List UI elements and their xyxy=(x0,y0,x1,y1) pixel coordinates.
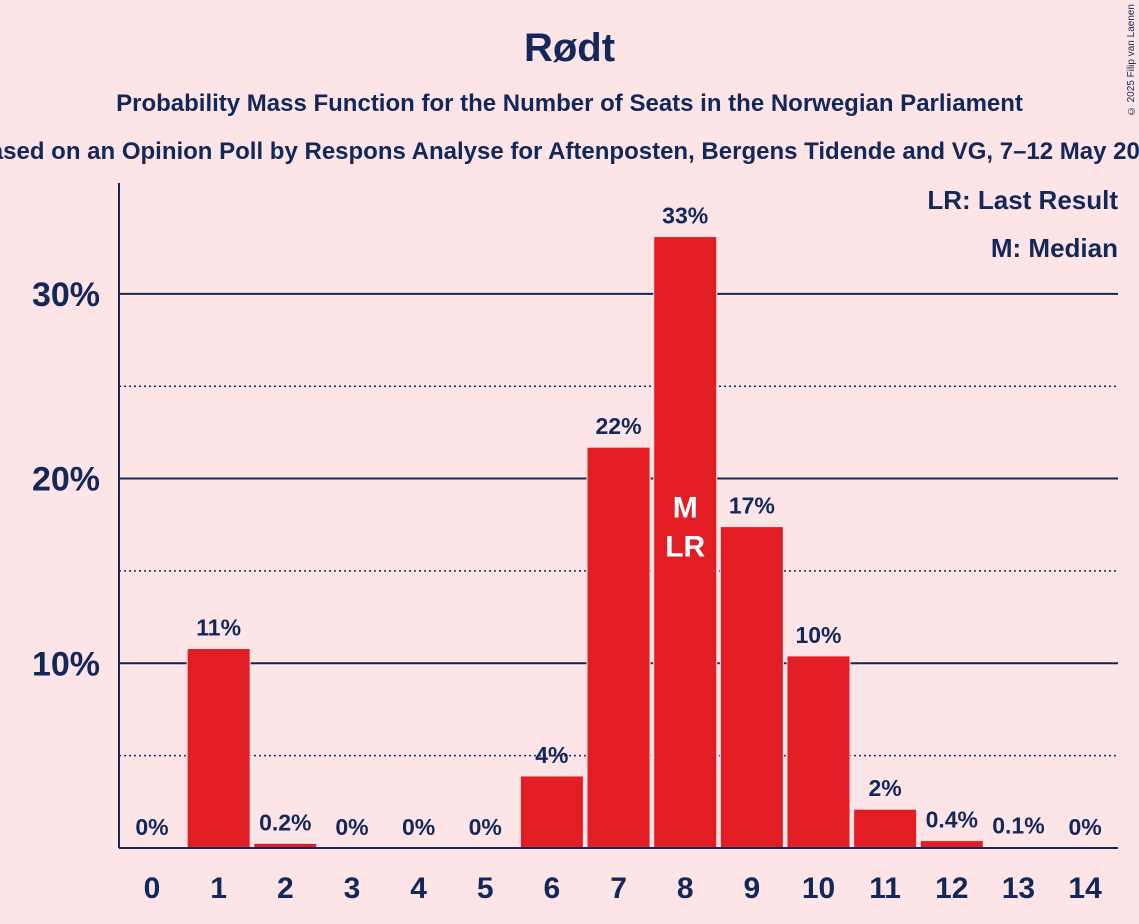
bar-8 xyxy=(653,236,718,849)
x-tick-2: 2 xyxy=(277,872,294,905)
chart-subtitle-source: Based on an Opinion Poll by Respons Anal… xyxy=(0,138,1139,165)
value-label-9: 17% xyxy=(729,493,775,519)
chart-subtitle: Probability Mass Function for the Number… xyxy=(116,90,1023,117)
value-label-14: 0% xyxy=(1068,814,1101,840)
gridlines xyxy=(119,292,1118,757)
x-tick-6: 6 xyxy=(544,872,561,905)
y-tick-30: 30% xyxy=(32,276,100,314)
chart-title: Rødt xyxy=(523,26,616,70)
value-label-12: 0.4% xyxy=(926,807,978,833)
bar-11 xyxy=(853,808,918,849)
x-tick-3: 3 xyxy=(344,872,361,905)
x-tick-13: 13 xyxy=(1002,872,1035,905)
bar-9 xyxy=(719,526,784,849)
axes: 10% 20% 30% xyxy=(32,183,1118,849)
y-tick-20: 20% xyxy=(32,461,100,499)
value-labels: 0% 0 11% 1 0.2% 2 0% 3 0% 4 0% 5 4% 6 22% 7 33% 8 17% 9 10% 1… xyxy=(135,203,1102,905)
bars xyxy=(186,236,1051,849)
x-tick-14: 14 xyxy=(1068,872,1102,905)
bar-12 xyxy=(919,840,984,849)
legend-last-result: LR: Last Result xyxy=(927,185,1118,215)
last-result-marker: LR xyxy=(665,531,705,564)
value-label-4: 0% xyxy=(402,814,435,840)
bar-1 xyxy=(186,648,251,849)
y-tick-10: 10% xyxy=(32,645,100,683)
legend-median: M: Median xyxy=(991,233,1118,263)
median-marker: M xyxy=(673,492,698,525)
bar-6 xyxy=(519,775,584,849)
x-tick-7: 7 xyxy=(610,872,627,905)
bar-7 xyxy=(586,446,651,849)
x-tick-10: 10 xyxy=(802,872,835,905)
value-label-5: 0% xyxy=(469,814,502,840)
value-label-8: 33% xyxy=(662,203,708,229)
bar-10 xyxy=(786,655,851,849)
x-tick-8: 8 xyxy=(677,872,694,905)
value-label-11: 2% xyxy=(869,775,902,801)
value-label-7: 22% xyxy=(596,413,642,439)
x-tick-4: 4 xyxy=(410,872,427,905)
value-label-13: 0.1% xyxy=(992,813,1044,839)
x-tick-5: 5 xyxy=(477,872,494,905)
value-label-0: 0% xyxy=(135,814,168,840)
x-tick-1: 1 xyxy=(210,872,227,905)
value-label-10: 10% xyxy=(795,622,841,648)
x-tick-11: 11 xyxy=(869,872,901,905)
value-label-3: 0% xyxy=(335,814,368,840)
x-tick-12: 12 xyxy=(935,872,968,905)
x-tick-0: 0 xyxy=(144,872,161,905)
value-label-6: 4% xyxy=(535,742,568,768)
x-tick-9: 9 xyxy=(744,872,761,905)
value-label-2: 0.2% xyxy=(259,809,311,835)
value-label-1: 11% xyxy=(196,615,241,641)
